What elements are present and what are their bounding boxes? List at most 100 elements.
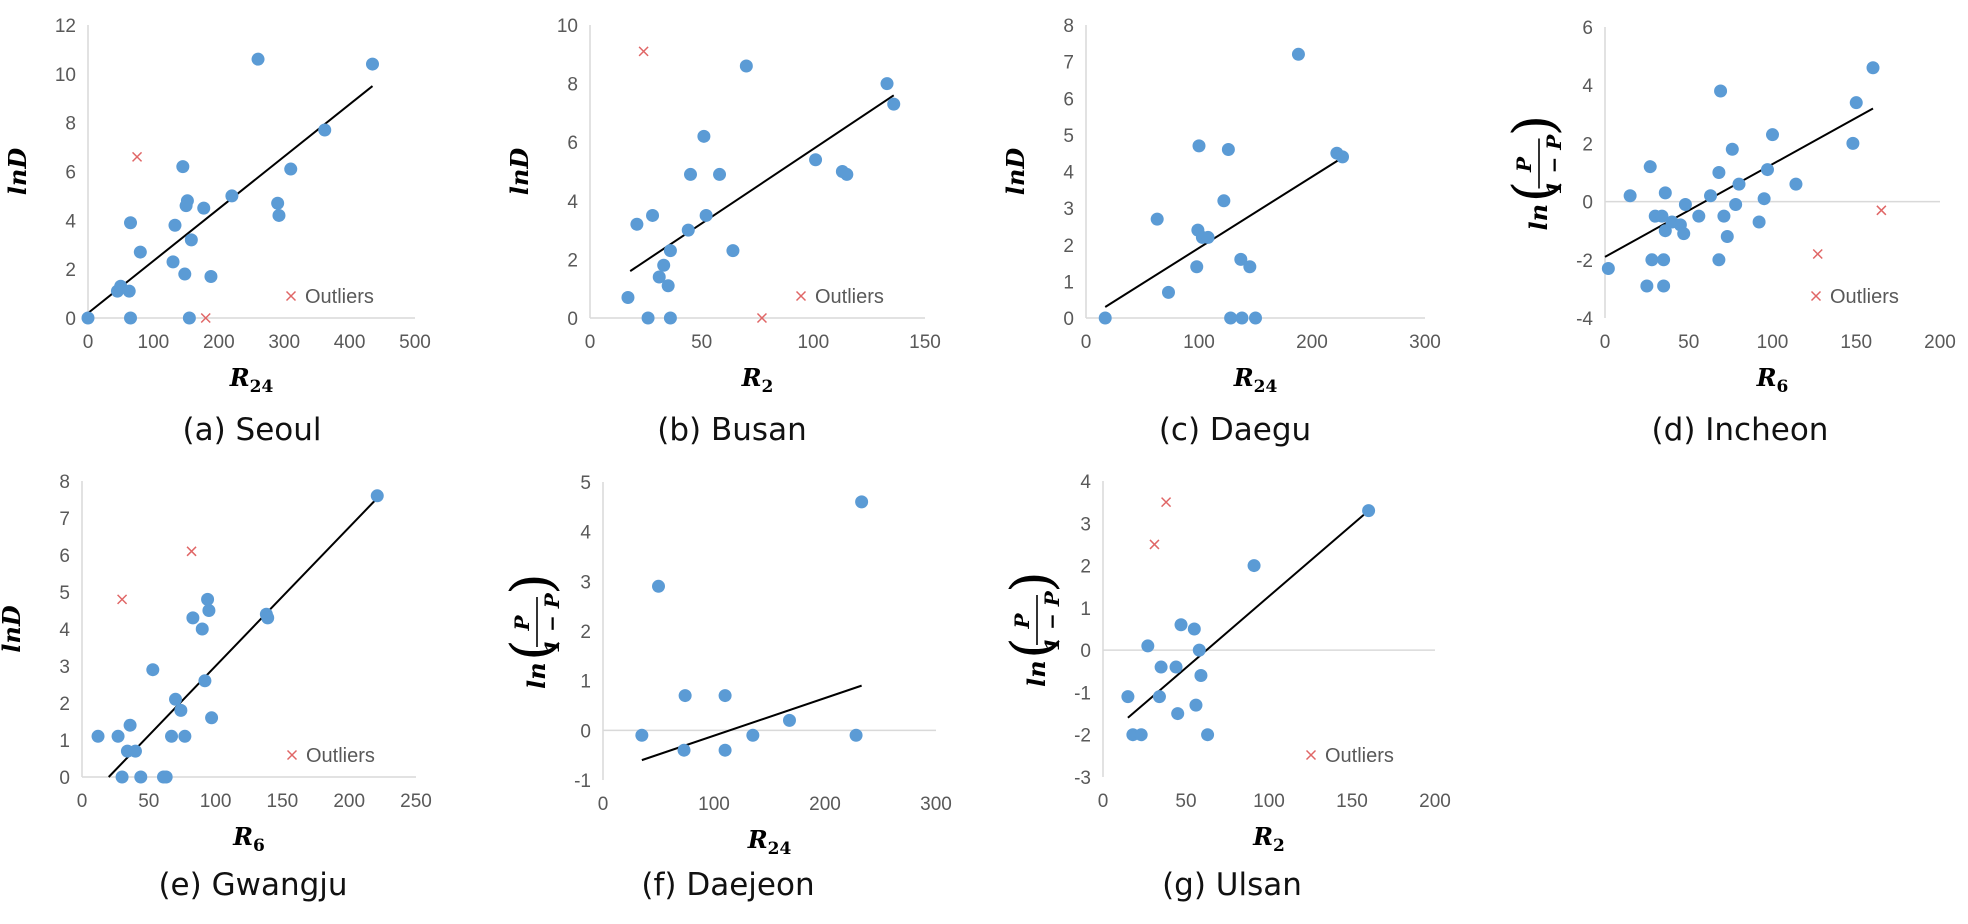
- x-axis-label: R6: [232, 822, 265, 856]
- x-tick-label: 100: [1757, 332, 1789, 353]
- x-tick-label: 100: [200, 791, 232, 812]
- data-point: [365, 57, 379, 71]
- y-axis-label: ln(P 1 − P): [1502, 115, 1567, 231]
- trendline: [107, 498, 377, 778]
- data-point: [1846, 136, 1860, 150]
- y-tick-label: 10: [557, 16, 578, 37]
- data-point: [111, 729, 125, 743]
- y-tick-label: 3: [1063, 199, 1074, 220]
- data-point: [1189, 698, 1203, 712]
- data-point: [1221, 143, 1235, 157]
- y-tick-label: 4: [1582, 76, 1593, 97]
- x-tick-label: 150: [909, 332, 941, 353]
- x-tick-label: 0: [83, 332, 94, 353]
- data-point: [678, 689, 692, 703]
- data-point: [1866, 61, 1880, 75]
- data-point: [1657, 253, 1671, 267]
- data-point: [225, 189, 239, 203]
- data-point: [186, 611, 200, 625]
- data-point: [1243, 260, 1257, 274]
- x-tick-label: 200: [1924, 332, 1956, 353]
- data-point: [652, 579, 665, 593]
- chart-panel-4: 0 50 100 150 200 -4 -2 0 2 4 6 R6 ln(P 1 − P) Outliers…: [1502, 18, 1956, 448]
- y-tick-label: 6: [65, 163, 76, 184]
- y-tick-label: 1: [59, 731, 70, 752]
- legend: Outliers: [1305, 745, 1394, 767]
- y-tick-label: 7: [59, 509, 70, 530]
- data-point: [1732, 177, 1746, 191]
- y-axis-label: lnD: [505, 148, 534, 196]
- data-point: [677, 743, 691, 757]
- data-point: [663, 244, 677, 258]
- legend-outlier-marker: [285, 290, 297, 302]
- data-point: [809, 153, 823, 167]
- data-point: [1720, 230, 1734, 244]
- outlier-point: [1149, 539, 1160, 550]
- data-point: [1714, 84, 1728, 98]
- data-point: [318, 123, 332, 137]
- x-tick-label: 50: [138, 791, 159, 812]
- y-tick-label: 0: [59, 768, 70, 789]
- x-tick-label: 100: [698, 794, 730, 815]
- data-point: [133, 245, 147, 259]
- outlier-point: [756, 312, 767, 324]
- y-tick-label: 5: [1063, 126, 1074, 147]
- x-tick-label: 0: [1600, 332, 1611, 353]
- y-label-numerator: P: [1512, 156, 1536, 173]
- data-point: [165, 729, 179, 743]
- y-tick-label: 2: [1080, 557, 1091, 578]
- data-point: [1712, 253, 1726, 267]
- x-axis-label: R2: [741, 363, 774, 397]
- y-label-paren-left: (: [1000, 637, 1065, 659]
- y-tick-label: 8: [65, 114, 76, 135]
- data-point: [1291, 47, 1305, 61]
- y-label-paren-left: (: [500, 639, 565, 661]
- y-label-ln: ln: [1022, 660, 1051, 687]
- data-point: [1194, 669, 1208, 683]
- data-point: [1187, 622, 1201, 636]
- x-tick-label: 200: [333, 791, 365, 812]
- y-tick-label: 3: [1080, 514, 1091, 535]
- panel-caption: (a) Seoul: [182, 412, 321, 448]
- data-point: [198, 674, 212, 688]
- x-tick-label: 50: [1175, 791, 1196, 812]
- y-tick-label: 8: [59, 472, 70, 493]
- y-tick-label: 7: [1063, 53, 1074, 74]
- data-point: [174, 703, 188, 717]
- y-tick-label: 4: [65, 211, 76, 232]
- data-point: [146, 663, 160, 677]
- y-label-ln: ln: [1524, 204, 1553, 231]
- x-tick-label: 50: [691, 332, 712, 353]
- x-tick-label: 150: [1840, 332, 1872, 353]
- data-point: [880, 77, 894, 91]
- panel-caption: (d) Incheon: [1652, 412, 1829, 448]
- y-tick-label: 8: [1063, 16, 1074, 37]
- y-label-numerator: P: [510, 615, 534, 632]
- y-tick-label: 10: [55, 65, 76, 86]
- y-tick-label: 1: [1063, 272, 1074, 293]
- x-axis-label: R2: [1252, 822, 1285, 856]
- y-tick-label: 5: [580, 473, 591, 494]
- data-point: [178, 729, 192, 743]
- data-point: [166, 255, 180, 269]
- data-point: [1249, 311, 1262, 325]
- data-point: [1134, 728, 1148, 742]
- x-axis-label: R24: [1233, 363, 1278, 397]
- data-point: [370, 489, 384, 503]
- data-point: [641, 311, 655, 325]
- data-point: [1725, 142, 1739, 156]
- x-tick-label: 200: [809, 794, 841, 815]
- data-point: [1752, 215, 1766, 229]
- data-point: [251, 52, 265, 66]
- data-point: [1655, 209, 1669, 223]
- outlier-point: [1161, 497, 1172, 508]
- y-tick-label: -1: [574, 771, 591, 792]
- y-tick-label: 0: [567, 309, 578, 330]
- legend: Outliers: [285, 286, 374, 308]
- trendline: [1127, 509, 1370, 719]
- data-point: [718, 743, 732, 757]
- y-tick-label: 4: [567, 192, 578, 213]
- data-point: [1849, 96, 1863, 110]
- data-point: [272, 208, 286, 222]
- data-point: [1712, 166, 1726, 179]
